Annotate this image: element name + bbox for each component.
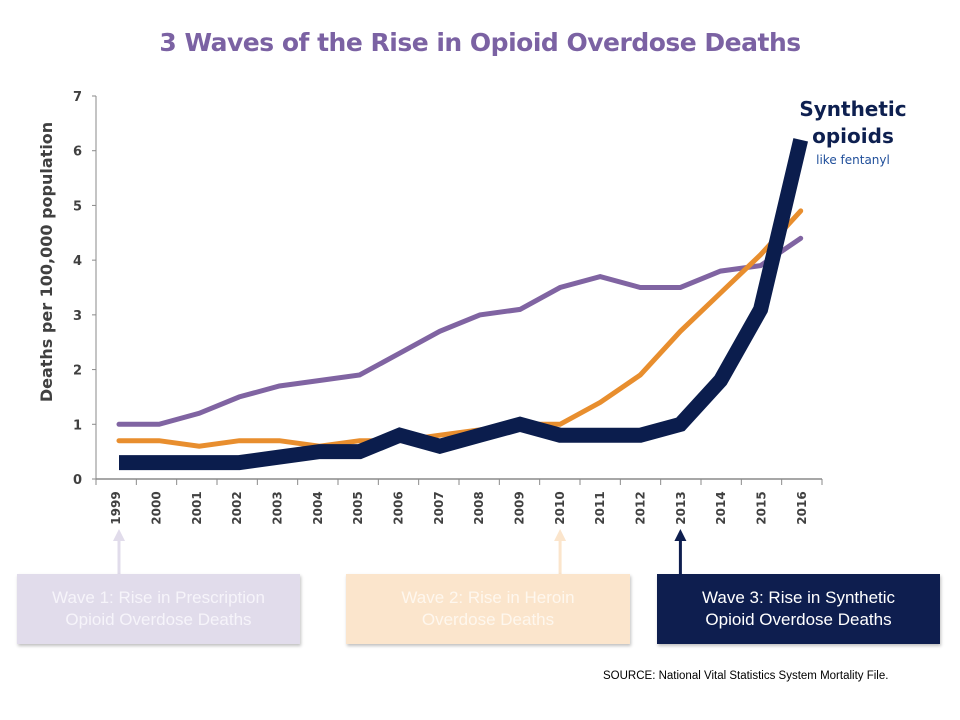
x-tick-label: 2008 — [472, 491, 486, 524]
x-tick-label: 2009 — [513, 491, 527, 524]
wave-3-label-line2: Opioid Overdose Deaths — [705, 610, 892, 629]
wave-2-box: Wave 2: Rise in Heroin Overdose Deaths — [346, 574, 630, 644]
series-line-prescription-opioids — [116, 235, 804, 427]
wave-3-label-line1: Wave 3: Rise in Synthetic — [701, 588, 896, 607]
y-tick-label: 2 — [73, 364, 82, 379]
wave-1-label-line1: Wave 1: Rise in Prescription — [52, 588, 265, 607]
x-tick-label: 2016 — [795, 491, 809, 524]
wave-3-arrow-icon — [674, 529, 687, 541]
x-tick-label: 2010 — [553, 491, 567, 524]
x-tick-label: 2015 — [755, 491, 769, 524]
y-tick-label: 6 — [73, 145, 82, 160]
wave-3-box: Wave 3: Rise in Synthetic Opioid Overdose… — [657, 574, 940, 644]
annotation-synthetic: Synthetic — [799, 97, 906, 121]
series-line-heroin — [116, 208, 804, 449]
x-tick-label: 2013 — [674, 491, 688, 524]
chart-title: 3 Waves of the Rise in Opioid Overdose D… — [159, 28, 801, 57]
source-note: SOURCE: National Vital Statistics System… — [603, 670, 889, 682]
wave-2-arrow-icon — [554, 529, 567, 541]
x-tick-label: 2014 — [714, 491, 728, 524]
wave-1-box: Wave 1: Rise in Prescription Opioid Overd… — [17, 574, 300, 644]
wave-1-arrow-icon — [113, 529, 125, 541]
x-tick-label: 2005 — [351, 491, 365, 524]
y-axis-label: Deaths per 100,000 population — [37, 122, 56, 402]
x-tick-label: 2002 — [230, 491, 244, 524]
wave-2-label-line1: Wave 2: Rise in Heroin — [401, 588, 575, 607]
x-tick-label: 1999 — [109, 491, 123, 524]
x-tick-label: 2006 — [392, 491, 406, 524]
axes: 0 1 2 3 4 5 6 7 1999 2000 2001 2002 2003 2004 2005 2006… — [73, 90, 823, 525]
wave-1-label-line2: Opioid Overdose Deaths — [65, 610, 252, 629]
y-tick-label: 4 — [73, 254, 82, 269]
series-lines — [116, 138, 808, 471]
x-tick-label: 2011 — [593, 491, 607, 524]
wave-arrows — [113, 529, 687, 574]
x-tick-label: 2007 — [432, 491, 446, 524]
y-tick-label: 7 — [73, 90, 82, 105]
x-tick-label: 2003 — [271, 491, 285, 524]
y-tick-label: 5 — [73, 199, 82, 214]
wave-2-label-line2: Overdose Deaths — [421, 610, 555, 629]
y-tick-label: 3 — [73, 309, 82, 324]
x-tick-label: 2004 — [311, 491, 325, 524]
series-line-synthetic-opioids — [119, 138, 808, 471]
x-tick-label: 2001 — [190, 491, 204, 524]
annotation-like-fentanyl: like fentanyl — [816, 153, 890, 167]
x-tick-label: 2012 — [634, 491, 648, 524]
y-tick-label: 1 — [73, 418, 82, 433]
y-tick-label: 0 — [73, 473, 82, 488]
annotation-opioids: opioids — [812, 124, 894, 148]
x-tick-label: 2000 — [150, 491, 164, 524]
